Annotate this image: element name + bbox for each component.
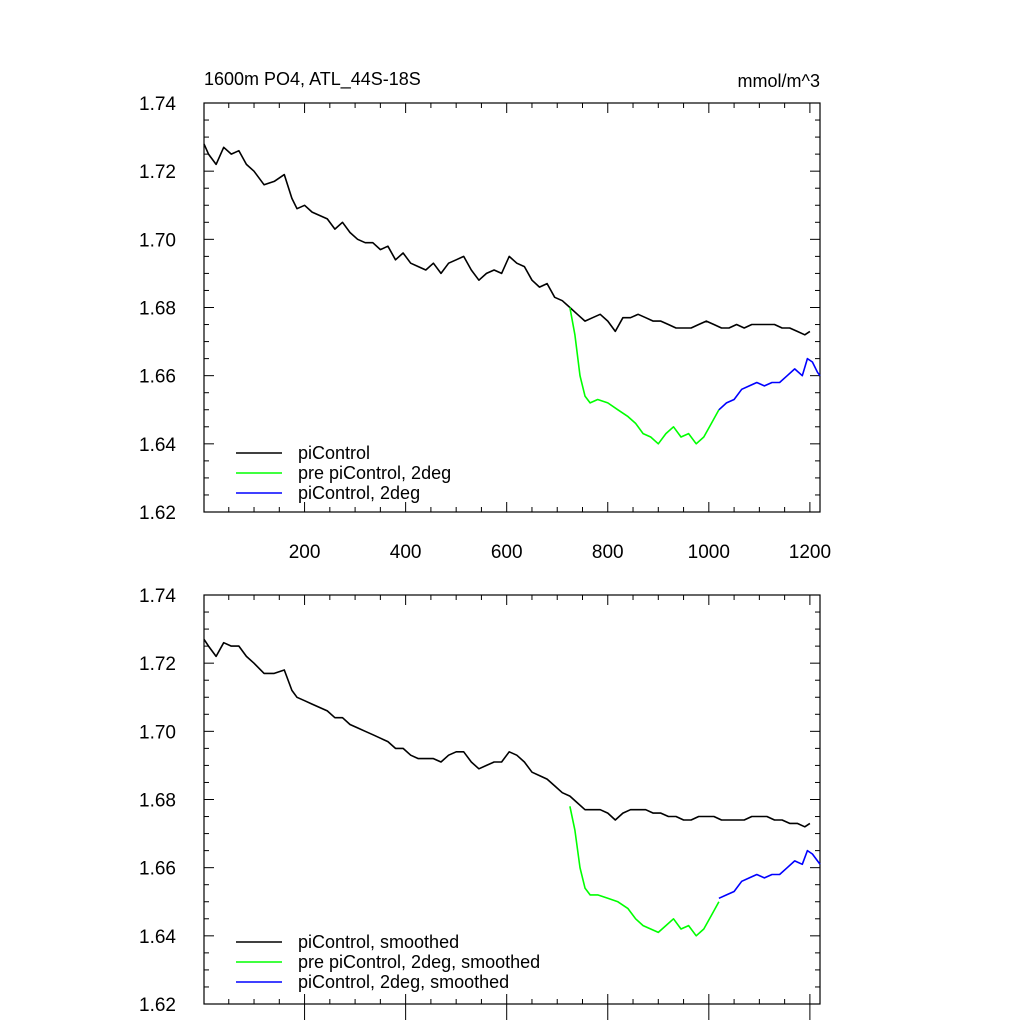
x-tick-label: 200 [289, 542, 321, 563]
series-line-1 [203, 143, 811, 336]
y-tick-label: 1.68 [139, 299, 176, 320]
x-tick-label: 1000 [688, 542, 730, 563]
legend-label: piControl, 2deg, smoothed [298, 972, 509, 992]
legend-label: piControl, smoothed [298, 932, 459, 952]
y-tick-label: 1.62 [139, 995, 176, 1016]
series-line-3 [718, 849, 821, 900]
y-tick-label: 1.64 [139, 927, 176, 948]
chart-title: 1600m PO4, ATL_44S-18S [204, 69, 421, 90]
units-label: mmol/m^3 [738, 71, 820, 91]
legend-label: piControl, 2deg [298, 483, 420, 503]
legend-label: pre piControl, 2deg [298, 463, 451, 483]
y-tick-label: 1.70 [139, 230, 176, 251]
x-tick-label: 600 [491, 542, 523, 563]
x-tick-label: 800 [592, 542, 624, 563]
top-panel: 1600m PO4, ATL_44S-18S mmol/m^3 1.62 1.64… [139, 69, 831, 563]
y-tick-label: 1.72 [139, 162, 176, 183]
series-line-2 [569, 806, 720, 937]
plot-frame [203, 102, 821, 513]
plot-frame [203, 594, 821, 1005]
y-tick-label: 1.64 [139, 435, 176, 456]
y-tick-label: 1.74 [139, 586, 176, 607]
series-line-1 [203, 638, 811, 828]
y-tick-label: 1.66 [139, 367, 176, 388]
bottom-panel: 1.62 1.64 1.66 1.68 1.70 1.72 1.74 piControl, s… [139, 586, 821, 1020]
legend-label: piControl [298, 443, 370, 463]
y-tick-label: 1.62 [139, 503, 176, 524]
series-line-2 [569, 307, 720, 445]
y-tick-label: 1.70 [139, 722, 176, 743]
y-tick-label: 1.74 [139, 94, 176, 115]
x-tick-label: 1200 [789, 542, 831, 563]
y-tick-label: 1.72 [139, 654, 176, 675]
x-tick-label: 400 [390, 542, 422, 563]
legend-label: pre piControl, 2deg, smoothed [298, 952, 540, 972]
y-tick-label: 1.66 [139, 859, 176, 880]
series-line-3 [718, 357, 821, 411]
y-tick-label: 1.68 [139, 791, 176, 812]
